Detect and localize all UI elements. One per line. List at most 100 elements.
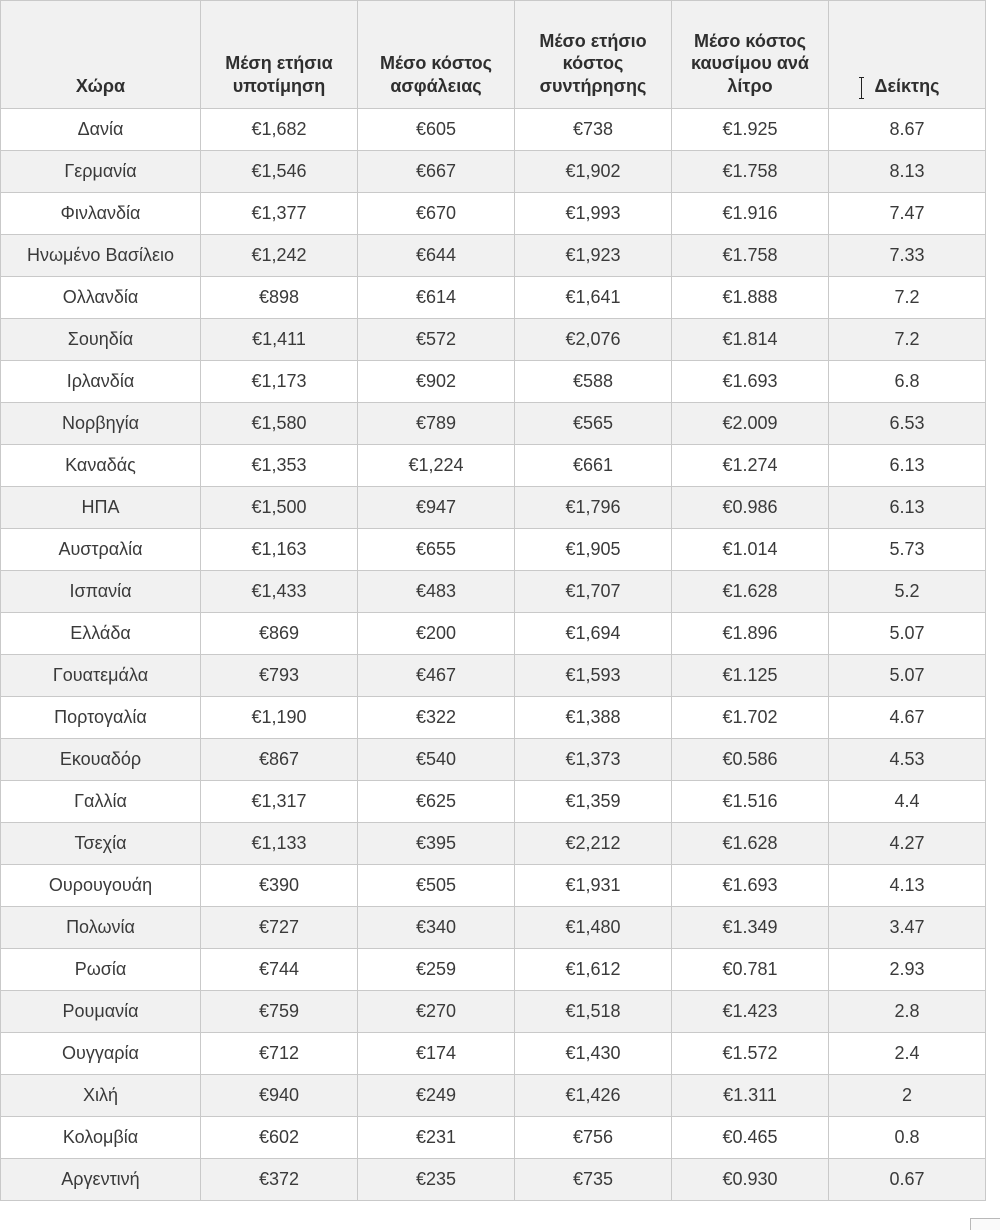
insurance-cell: €340 — [357, 906, 515, 949]
maintenance-cell: €1,593 — [514, 654, 672, 697]
country-cell: Ρουμανία — [0, 990, 201, 1033]
country-cell: Ρωσία — [0, 948, 201, 991]
country-cell: Ελλάδα — [0, 612, 201, 655]
fuel-cell: €1.014 — [671, 528, 829, 571]
table-row: Ρουμανία €759 €270 €1,518 €1.423 2.8 — [0, 990, 986, 1033]
country-cell: Πολωνία — [0, 906, 201, 949]
country-cell: Κολομβία — [0, 1116, 201, 1159]
fuel-cell: €1.311 — [671, 1074, 829, 1117]
country-cell: Ολλανδία — [0, 276, 201, 319]
index-cell: 7.2 — [828, 276, 986, 319]
insurance-cell: €505 — [357, 864, 515, 907]
depreciation-cell: €727 — [200, 906, 358, 949]
maintenance-cell: €1,480 — [514, 906, 672, 949]
country-cell: Ισπανία — [0, 570, 201, 613]
index-cell: 7.33 — [828, 234, 986, 277]
table-row: Ηνωμένο Βασίλειο €1,242 €644 €1,923 €1.758 7.… — [0, 234, 986, 277]
header-annual-depreciation: Μέση ετήσια υποτίμηση — [200, 0, 358, 109]
insurance-cell: €670 — [357, 192, 515, 235]
maintenance-cell: €1,518 — [514, 990, 672, 1033]
table-row: ΗΠΑ €1,500 €947 €1,796 €0.986 6.13 — [0, 486, 986, 529]
maintenance-cell: €661 — [514, 444, 672, 487]
depreciation-cell: €390 — [200, 864, 358, 907]
maintenance-cell: €1,796 — [514, 486, 672, 529]
table-row: Ιρλανδία €1,173 €902 €588 €1.693 6.8 — [0, 360, 986, 403]
table-row: Ισπανία €1,433 €483 €1,707 €1.628 5.2 — [0, 570, 986, 613]
depreciation-cell: €1,411 — [200, 318, 358, 361]
index-cell: 6.8 — [828, 360, 986, 403]
table-row: Χιλή €940 €249 €1,426 €1.311 2 — [0, 1074, 986, 1117]
fuel-cell: €1.814 — [671, 318, 829, 361]
fuel-cell: €0.586 — [671, 738, 829, 781]
country-cell: Αργεντινή — [0, 1158, 201, 1201]
insurance-cell: €605 — [357, 108, 515, 151]
index-cell: 0.8 — [828, 1116, 986, 1159]
insurance-cell: €572 — [357, 318, 515, 361]
insurance-cell: €625 — [357, 780, 515, 823]
maintenance-cell: €756 — [514, 1116, 672, 1159]
header-index-label: Δείκτης — [874, 75, 940, 96]
maintenance-cell: €1,707 — [514, 570, 672, 613]
fuel-cell: €1.916 — [671, 192, 829, 235]
fuel-cell: €0.986 — [671, 486, 829, 529]
country-cell: Ουγγαρία — [0, 1032, 201, 1075]
depreciation-cell: €869 — [200, 612, 358, 655]
depreciation-cell: €712 — [200, 1032, 358, 1075]
index-cell: 5.07 — [828, 654, 986, 697]
maintenance-cell: €1,612 — [514, 948, 672, 991]
index-cell: 8.67 — [828, 108, 986, 151]
country-cell: Δανία — [0, 108, 201, 151]
fuel-cell: €0.781 — [671, 948, 829, 991]
insurance-cell: €644 — [357, 234, 515, 277]
maintenance-cell: €735 — [514, 1158, 672, 1201]
maintenance-cell: €2,212 — [514, 822, 672, 865]
depreciation-cell: €1,133 — [200, 822, 358, 865]
country-cell: Ιρλανδία — [0, 360, 201, 403]
fuel-cell: €1.349 — [671, 906, 829, 949]
table-row: Γαλλία €1,317 €625 €1,359 €1.516 4.4 — [0, 780, 986, 823]
table-row: Εκουαδόρ €867 €540 €1,373 €0.586 4.53 — [0, 738, 986, 781]
table-row: Φινλανδία €1,377 €670 €1,993 €1.916 7.47 — [0, 192, 986, 235]
index-cell: 4.13 — [828, 864, 986, 907]
insurance-cell: €540 — [357, 738, 515, 781]
index-cell: 5.73 — [828, 528, 986, 571]
depreciation-cell: €1,353 — [200, 444, 358, 487]
depreciation-cell: €1,580 — [200, 402, 358, 445]
maintenance-cell: €2,076 — [514, 318, 672, 361]
fuel-cell: €1.423 — [671, 990, 829, 1033]
table-row: Σουηδία €1,411 €572 €2,076 €1.814 7.2 — [0, 318, 986, 361]
table-row: Καναδάς €1,353 €1,224 €661 €1.274 6.13 — [0, 444, 986, 487]
maintenance-cell: €1,931 — [514, 864, 672, 907]
table-row: Αυστραλία €1,163 €655 €1,905 €1.014 5.73 — [0, 528, 986, 571]
table-row: Ουγγαρία €712 €174 €1,430 €1.572 2.4 — [0, 1032, 986, 1075]
maintenance-cell: €1,902 — [514, 150, 672, 193]
table-row: Ουρουγουάη €390 €505 €1,931 €1.693 4.13 — [0, 864, 986, 907]
maintenance-cell: €1,905 — [514, 528, 672, 571]
depreciation-cell: €793 — [200, 654, 358, 697]
table-row: Νορβηγία €1,580 €789 €565 €2.009 6.53 — [0, 402, 986, 445]
country-cell: Νορβηγία — [0, 402, 201, 445]
index-cell: 6.13 — [828, 444, 986, 487]
insurance-cell: €395 — [357, 822, 515, 865]
table-header: Χώρα Μέση ετήσια υποτίμηση Μέσο κόστος α… — [0, 0, 986, 109]
index-cell: 4.67 — [828, 696, 986, 739]
insurance-cell: €249 — [357, 1074, 515, 1117]
header-index: Δείκτης — [828, 0, 986, 109]
maintenance-cell: €565 — [514, 402, 672, 445]
maintenance-cell: €1,359 — [514, 780, 672, 823]
fuel-cell: €1.693 — [671, 360, 829, 403]
insurance-cell: €483 — [357, 570, 515, 613]
corner-resize-box — [970, 1218, 1000, 1230]
country-cell: Φινλανδία — [0, 192, 201, 235]
insurance-cell: €947 — [357, 486, 515, 529]
maintenance-cell: €1,373 — [514, 738, 672, 781]
fuel-cell: €1.702 — [671, 696, 829, 739]
maintenance-cell: €1,694 — [514, 612, 672, 655]
header-fuel-cost-per-liter: Μέσο κόστος καυσίμου ανά λίτρο — [671, 0, 829, 109]
depreciation-cell: €1,163 — [200, 528, 358, 571]
index-cell: 6.53 — [828, 402, 986, 445]
insurance-cell: €322 — [357, 696, 515, 739]
table-row: Γερμανία €1,546 €667 €1,902 €1.758 8.13 — [0, 150, 986, 193]
depreciation-cell: €1,433 — [200, 570, 358, 613]
country-cell: Πορτογαλία — [0, 696, 201, 739]
